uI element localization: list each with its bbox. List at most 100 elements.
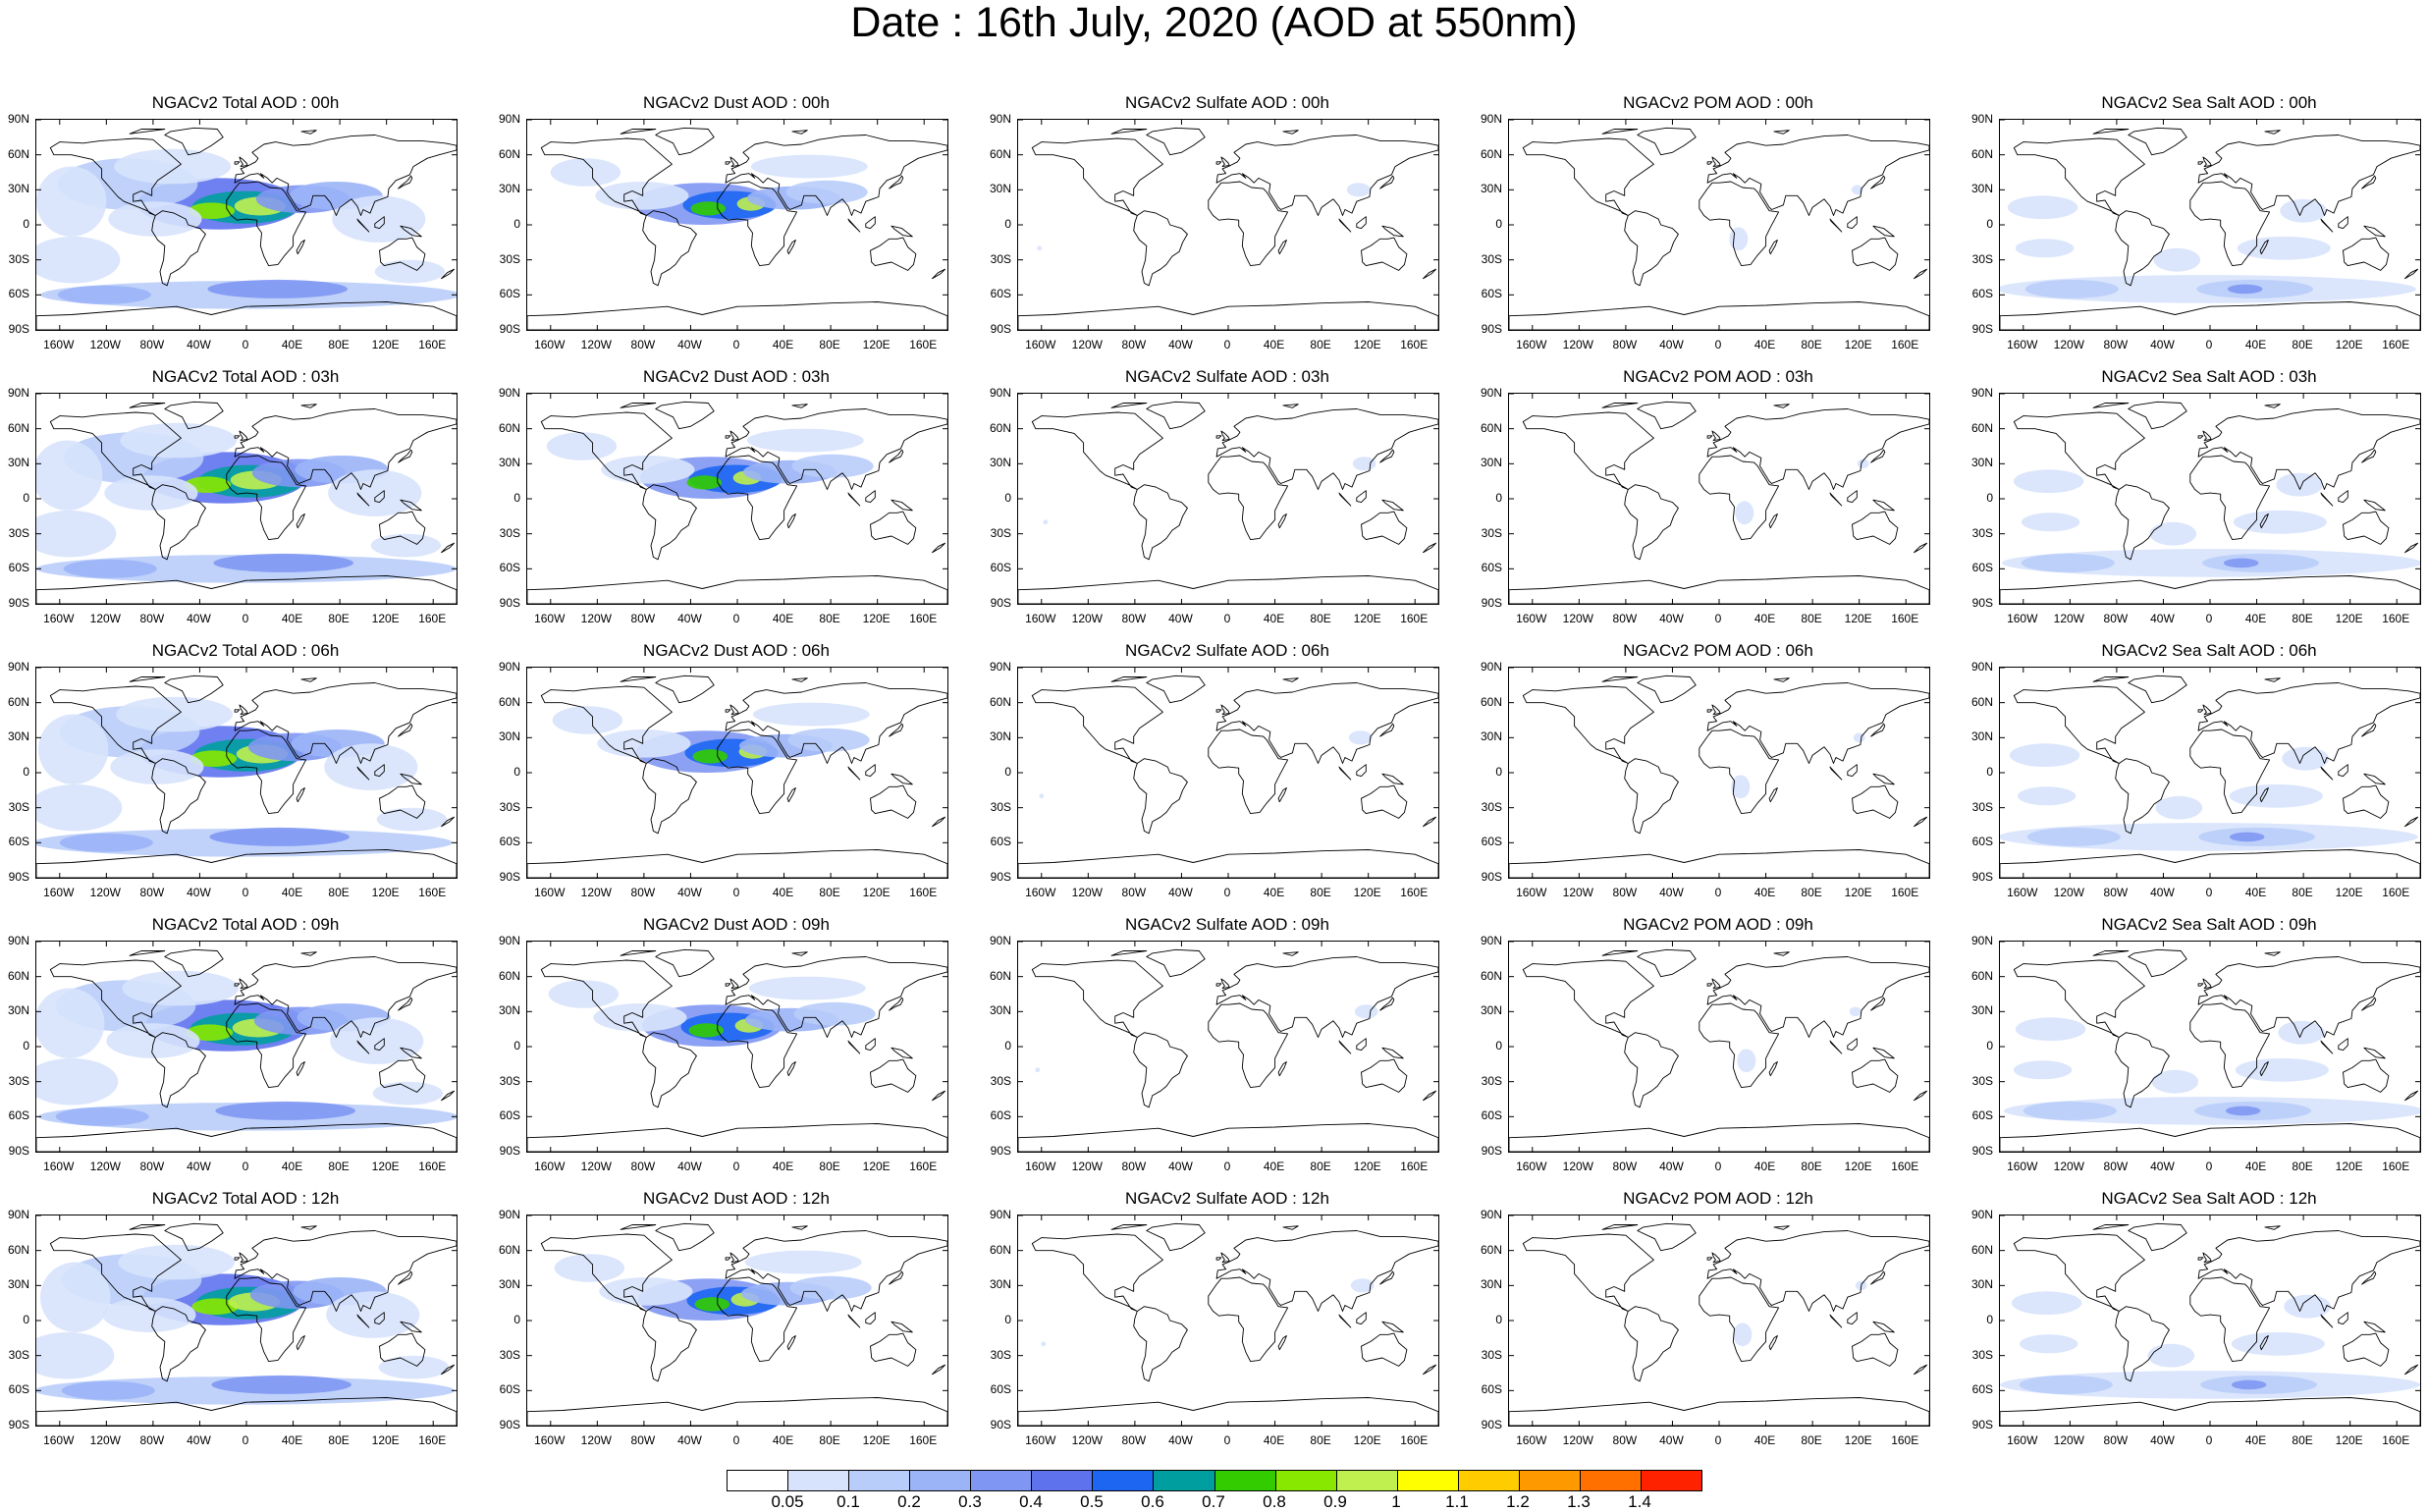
coastline — [1699, 1002, 1780, 1089]
coastline — [1706, 135, 1929, 216]
lon-label: 80E — [1801, 1433, 1822, 1447]
lat-label: 0 — [513, 765, 520, 779]
coastline — [1146, 948, 1206, 978]
lat-label: 60N — [498, 146, 520, 161]
aod-field — [114, 148, 232, 185]
lon-label: 120W — [1562, 886, 1593, 899]
coastline — [1624, 1032, 1679, 1108]
lon-label: 120E — [862, 886, 890, 899]
coastline — [164, 675, 224, 704]
coastline — [441, 816, 456, 828]
coastline — [2343, 1332, 2390, 1367]
coastline — [932, 1364, 946, 1376]
lat-label: 0 — [1495, 217, 1502, 231]
coastline — [2361, 723, 2377, 737]
coastline — [729, 978, 739, 990]
map-panel-pom-3: NGACv2 POM AOD : 09h 90N 60N 30N 0 30S 60S 90S 1… — [1473, 915, 1964, 1182]
lat-label: 30S — [8, 525, 29, 540]
lat-label: 0 — [513, 1039, 520, 1053]
panel-title: NGACv2 Sulfate AOD : 00h — [1125, 93, 1329, 112]
coastline — [1110, 129, 1148, 135]
lon-label: 120E — [371, 1160, 400, 1173]
lon-label: 120E — [1844, 338, 1872, 351]
lat-label: 60N — [1970, 694, 1993, 709]
lon-label: 120W — [580, 1433, 612, 1447]
coastline — [1423, 268, 1437, 280]
colorbar-label: 0.1 — [836, 1492, 860, 1511]
colorbar-box — [1580, 1471, 1642, 1490]
coastline — [642, 758, 697, 835]
coastline — [1361, 784, 1408, 819]
lon-label: 120E — [1353, 1433, 1381, 1447]
aod-field — [750, 154, 868, 179]
main-title: Date : 16th July, 2020 (AOD at 550nm) — [850, 0, 1578, 46]
lon-label: 40E — [281, 338, 303, 351]
lon-label: 120E — [371, 338, 400, 351]
lat-label: 60S — [1971, 561, 1993, 575]
lat-label: 30S — [8, 1073, 29, 1088]
coastline — [356, 218, 370, 233]
lon-label: 40E — [2244, 1433, 2267, 1447]
lat-label: 30S — [499, 1073, 520, 1088]
aod-field — [38, 714, 109, 784]
coastline — [2363, 499, 2386, 512]
lon-label: 0 — [1714, 338, 1722, 351]
coastline — [2128, 401, 2187, 430]
lon-label: 160W — [534, 886, 566, 899]
coastline — [239, 430, 248, 442]
aod-field — [1851, 185, 1863, 195]
coastline — [2092, 1224, 2130, 1230]
aod-field — [688, 1023, 725, 1038]
aod-field — [209, 827, 350, 846]
lon-label: 40W — [677, 612, 702, 625]
aod-field — [2225, 1106, 2261, 1116]
map-panel-sulfate-3: NGACv2 Sulfate AOD : 09h 90N 60N 30N 0 30S 60S… — [982, 915, 1473, 1182]
coastline — [1215, 709, 1222, 713]
aod-field — [2011, 1291, 2082, 1316]
lon-label: 40W — [1168, 1160, 1193, 1173]
lon-label: 40W — [677, 1160, 702, 1173]
coastline — [1361, 1058, 1408, 1093]
coastline — [2320, 766, 2334, 781]
lon-label: 80W — [139, 338, 165, 351]
coastline — [1847, 490, 1858, 504]
lon-label: 80E — [1801, 612, 1822, 625]
lat-label: 30N — [989, 456, 1011, 470]
coastline — [398, 175, 413, 189]
coastline — [2128, 675, 2187, 704]
world-map — [1017, 393, 1439, 605]
coastline — [2115, 210, 2170, 287]
colorbar-box — [1519, 1471, 1581, 1490]
lon-label: 120W — [89, 1160, 121, 1173]
lat-label: 30N — [1970, 1277, 1993, 1292]
lon-label: 80W — [139, 1160, 165, 1173]
coastline — [889, 1270, 904, 1285]
coastline — [1282, 130, 1299, 135]
coastline — [239, 156, 248, 168]
world-map — [526, 1215, 948, 1427]
lon-label: 80E — [1310, 612, 1331, 625]
coastline — [374, 1312, 385, 1325]
lat-label: 30S — [8, 799, 29, 814]
lon-label: 0 — [2205, 338, 2213, 351]
aod-field — [1729, 227, 1749, 251]
aod-field — [2231, 1379, 2267, 1390]
coastline — [2404, 268, 2419, 280]
lat-label: 30S — [990, 525, 1011, 540]
coastline — [932, 542, 946, 554]
lon-label: 0 — [1223, 1160, 1231, 1173]
lat-label: 60S — [8, 561, 29, 575]
coastline — [540, 959, 673, 1038]
lat-label: 60N — [1970, 968, 1993, 983]
lon-label: 160W — [1025, 1433, 1056, 1447]
lat-label: 30S — [499, 1347, 520, 1362]
lon-label: 0 — [1223, 1433, 1231, 1447]
coastline — [1768, 1335, 1778, 1351]
coastline — [1282, 951, 1299, 956]
map-panel-dust-4: NGACv2 Dust AOD : 12h 90N 60N 30N 0 30S 60S 90S… — [491, 1189, 982, 1456]
coastline — [234, 1230, 457, 1312]
lat-label: 90S — [990, 322, 1011, 336]
lon-label: 80W — [2103, 1433, 2129, 1447]
lat-label: 90S — [1971, 322, 1993, 336]
colorbar-label: 0.7 — [1202, 1492, 1225, 1511]
